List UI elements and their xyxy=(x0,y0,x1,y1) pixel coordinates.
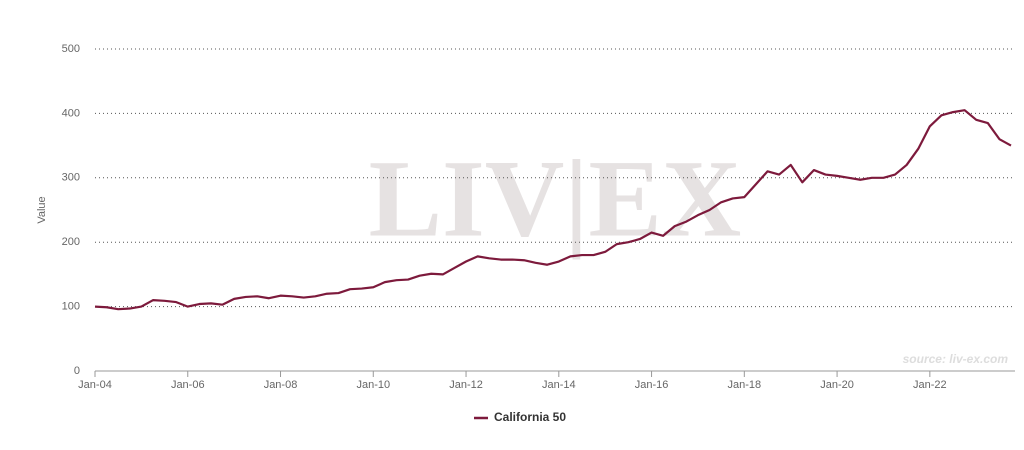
watermark: LIV|EX xyxy=(369,137,742,259)
x-tick-label: Jan-14 xyxy=(542,379,576,391)
y-tick-label: 0 xyxy=(74,365,80,377)
x-tick-label: Jan-18 xyxy=(727,379,761,391)
x-tick-label: Jan-04 xyxy=(78,379,112,391)
x-tick-label: Jan-16 xyxy=(635,379,669,391)
y-tick-label: 100 xyxy=(62,301,80,313)
x-tick-label: Jan-20 xyxy=(820,379,854,391)
line xyxy=(94,109,1012,311)
x-tick-label: Jan-08 xyxy=(264,379,298,391)
legend-label: California 50 xyxy=(494,410,566,424)
x-tick-label: Jan-12 xyxy=(449,379,483,391)
y-tick-label: 500 xyxy=(62,43,80,55)
x-tick-label: Jan-22 xyxy=(913,379,947,391)
y-tick-label: 200 xyxy=(62,236,80,248)
y-tick-label: 300 xyxy=(62,172,80,184)
source: source: liv-ex.com xyxy=(903,352,1009,366)
y-axis-label: Value xyxy=(36,196,48,223)
x-tick-label: Jan-06 xyxy=(171,379,205,391)
x-tick-label: Jan-10 xyxy=(356,379,390,391)
y-tick-label: 400 xyxy=(62,107,80,119)
